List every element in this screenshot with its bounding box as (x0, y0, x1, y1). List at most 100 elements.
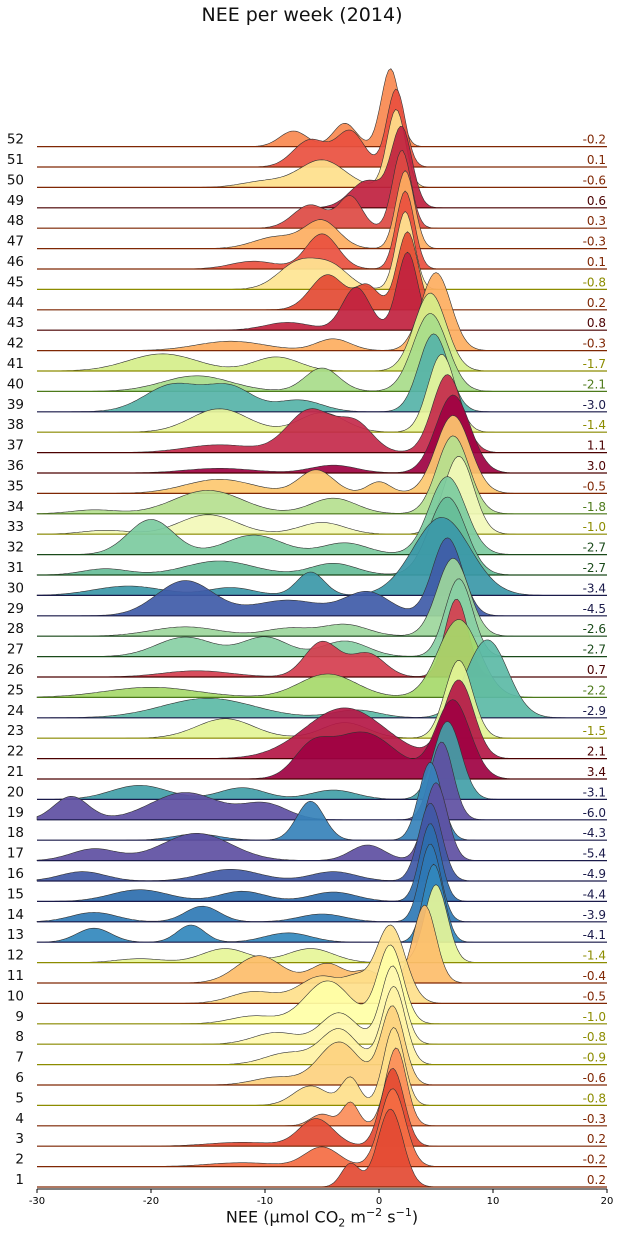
week-label: 12 (7, 948, 24, 964)
week-label: 34 (7, 499, 24, 515)
density-area (37, 313, 607, 392)
ridge-week-11: 11 -0.4 (7, 904, 607, 984)
week-label: 28 (7, 621, 24, 637)
mean-label: -0.2 (583, 1153, 606, 1167)
mean-label: -0.6 (583, 1071, 606, 1085)
mean-label: -2.2 (583, 683, 606, 697)
ridge-week-20: 20 -3.1 (7, 721, 607, 800)
week-label: 47 (7, 234, 24, 250)
week-label: 35 (7, 478, 24, 494)
week-label: 44 (7, 295, 24, 311)
mean-label: -0.6 (583, 173, 606, 187)
week-label: 2 (15, 1152, 24, 1168)
ridge-week-43: 43 0.8 (7, 251, 607, 331)
week-label: 25 (7, 682, 24, 698)
ridge-week-39: 39 -3.0 (7, 333, 607, 413)
week-label: 46 (7, 254, 24, 270)
week-label: 48 (7, 213, 24, 229)
week-label: 39 (7, 397, 24, 413)
mean-label: -4.9 (583, 867, 606, 881)
x-tick-label: 20 (601, 1196, 614, 1207)
week-label: 3 (15, 1131, 24, 1147)
chart-title: NEE per week (2014) (201, 4, 403, 26)
ridge-week-17: 17 -5.4 (7, 782, 607, 862)
mean-label: -0.4 (583, 969, 606, 983)
week-label: 42 (7, 336, 24, 352)
mean-label: -2.6 (583, 622, 606, 636)
week-label: 14 (7, 907, 24, 923)
week-label: 21 (7, 764, 24, 780)
week-label: 8 (15, 1029, 24, 1045)
x-tick-label: -30 (29, 1196, 45, 1207)
mean-label: -1.4 (583, 418, 606, 432)
ridge-week-51: 51 0.1 (7, 88, 607, 168)
week-label: 41 (7, 356, 24, 372)
mean-label: 0.7 (587, 663, 606, 677)
week-label: 13 (7, 927, 24, 943)
x-tick-label: 0 (376, 1196, 382, 1207)
mean-label: 0.6 (587, 194, 606, 208)
mean-label: -1.7 (583, 357, 606, 371)
mean-label: -2.7 (583, 541, 606, 555)
mean-label: -1.0 (583, 520, 606, 534)
ridge-week-13: 13 -4.1 (7, 863, 607, 943)
ridge-week-12: 12 -1.4 (7, 884, 607, 964)
density-area (37, 68, 607, 147)
week-label: 15 (7, 886, 24, 902)
mean-label: 3.4 (587, 765, 606, 779)
mean-label: 0.3 (587, 214, 606, 228)
week-label: 36 (7, 458, 24, 474)
week-label: 30 (7, 580, 24, 596)
week-label: 6 (15, 1070, 24, 1086)
mean-label: -3.0 (583, 398, 606, 412)
week-label: 32 (7, 540, 24, 556)
mean-label: -0.8 (583, 275, 606, 289)
mean-label: -0.8 (583, 1091, 606, 1105)
ridge-week-2: 2 -0.2 (15, 1088, 607, 1168)
mean-label: -1.0 (583, 1010, 606, 1024)
ridge-week-14: 14 -3.9 (7, 843, 607, 923)
week-label: 51 (7, 152, 24, 168)
mean-label: 2.1 (587, 745, 606, 759)
ridge-week-52: 52 -0.2 (7, 68, 607, 148)
x-tick-label: -20 (143, 1196, 159, 1207)
mean-label: 0.1 (587, 255, 606, 269)
mean-label: -0.3 (583, 1112, 606, 1126)
mean-label: -0.9 (583, 1051, 606, 1065)
mean-label: 3.0 (587, 459, 606, 473)
week-label: 40 (7, 376, 24, 392)
mean-label: -0.8 (583, 1030, 606, 1044)
ridge-week-50: 50 -0.6 (7, 108, 607, 188)
ridge-week-33: 33 -1.0 (7, 456, 607, 535)
week-label: 7 (15, 1050, 24, 1066)
mean-label: -4.4 (583, 887, 606, 901)
ridge-week-47: 47 -0.3 (7, 170, 607, 250)
week-label: 27 (7, 642, 24, 658)
ridge-week-6: 6 -0.6 (15, 1005, 607, 1086)
mean-label: -0.5 (583, 989, 606, 1003)
mean-label: -3.9 (583, 908, 606, 922)
week-label: 43 (7, 315, 24, 331)
mean-label: 1.1 (587, 439, 606, 453)
week-label: 4 (15, 1111, 24, 1127)
week-label: 37 (7, 438, 24, 454)
mean-label: 0.2 (587, 296, 606, 310)
density-area (37, 88, 607, 168)
mean-label: 0.8 (587, 316, 606, 330)
week-label: 23 (7, 723, 24, 739)
week-label: 11 (7, 968, 24, 984)
week-label: 50 (7, 172, 24, 188)
week-label: 10 (7, 988, 24, 1004)
ridge-week-46: 46 0.1 (7, 190, 607, 270)
mean-label: -1.8 (583, 500, 606, 514)
week-label: 49 (7, 193, 24, 209)
ridge-week-40: 40 -2.1 (7, 313, 607, 392)
mean-label: -4.1 (583, 928, 606, 942)
mean-label: -2.9 (583, 704, 606, 718)
mean-label: -0.3 (583, 235, 606, 249)
week-label: 1 (15, 1172, 24, 1188)
ridge-week-18: 18 -4.3 (7, 762, 607, 841)
ridge-week-5: 5 -0.8 (15, 1027, 607, 1106)
week-label: 17 (7, 846, 24, 862)
